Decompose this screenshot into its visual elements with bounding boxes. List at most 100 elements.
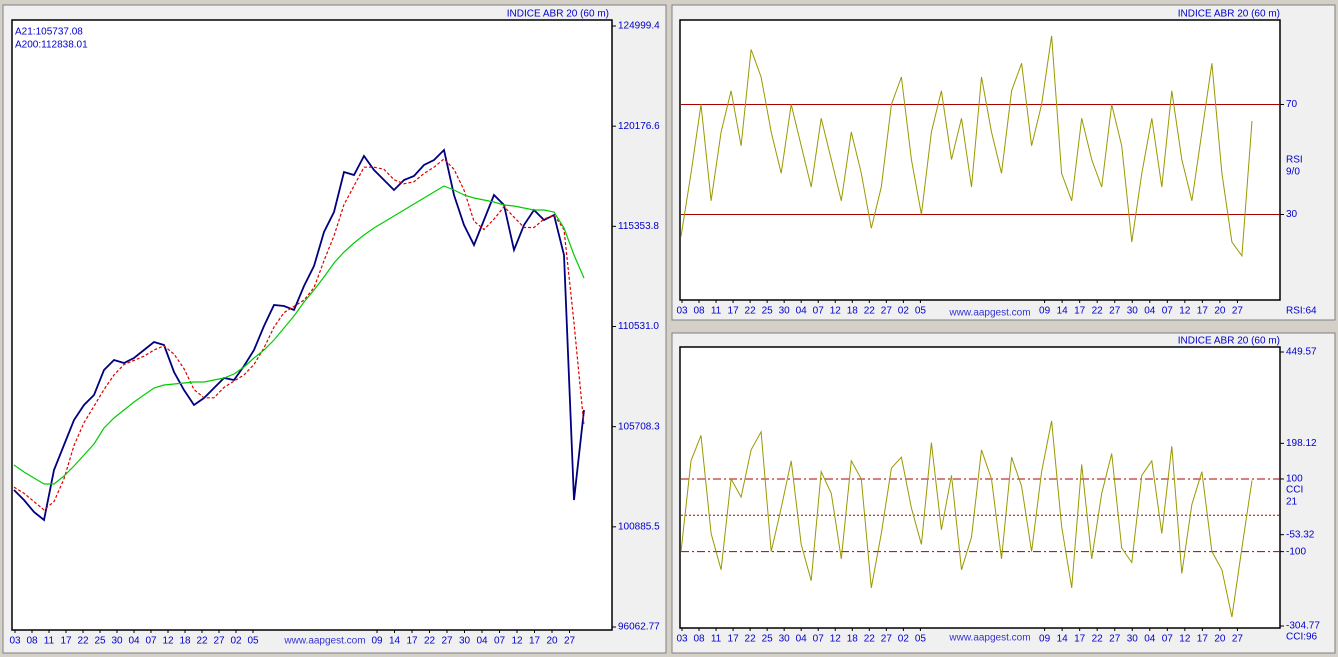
- x-tick-label: 20: [1214, 634, 1226, 645]
- y-tick-label: 30: [1286, 209, 1298, 220]
- x-tick-label: 22: [864, 306, 876, 317]
- x-tick-label: 09: [1039, 306, 1051, 317]
- x-tick-label: 17: [406, 636, 418, 647]
- x-tick-label: 12: [162, 636, 174, 647]
- x-tick-label: 12: [830, 634, 842, 645]
- x-tick-label: 30: [1127, 306, 1139, 317]
- x-tick-label: 22: [77, 636, 89, 647]
- chart-title: INDICE ABR 20 (60 m): [507, 9, 609, 20]
- y-tick-label: 449.57: [1286, 347, 1317, 358]
- x-tick-label: 07: [494, 636, 506, 647]
- x-tick-label: 04: [796, 634, 808, 645]
- x-tick-label: 04: [1144, 306, 1156, 317]
- x-tick-label: 22: [1092, 306, 1104, 317]
- x-tick-label: 27: [881, 634, 893, 645]
- x-tick-label: 17: [1197, 634, 1209, 645]
- x-tick-label: 18: [179, 636, 191, 647]
- x-tick-label: 17: [60, 636, 72, 647]
- x-tick-label: 11: [711, 306, 722, 317]
- y-tick-label: 110531.0: [618, 321, 659, 332]
- data-line: [13, 148, 585, 522]
- x-tick-label: 05: [915, 634, 927, 645]
- chart-title: INDICE ABR 20 (60 m): [1178, 336, 1280, 347]
- x-tick-label: 14: [1057, 306, 1069, 317]
- x-tick-label: 12: [1179, 634, 1191, 645]
- legend-entry: A200:112838.01: [15, 40, 88, 51]
- x-tick-label: 22: [424, 636, 436, 647]
- x-tick-label: 30: [111, 636, 123, 647]
- x-tick-label: 05: [915, 306, 927, 317]
- x-tick-label: 17: [1074, 634, 1086, 645]
- x-tick-label: 22: [864, 634, 876, 645]
- plot-area: [679, 346, 1281, 629]
- x-tick-label: 04: [1144, 634, 1156, 645]
- x-tick-label: 07: [813, 306, 825, 317]
- x-tick-label: 17: [1074, 306, 1086, 317]
- indicator-label: 9/0: [1286, 167, 1300, 178]
- x-tick-label: 30: [779, 306, 791, 317]
- x-tick-label: 07: [145, 636, 157, 647]
- x-tick-label: 12: [830, 306, 842, 317]
- x-tick-label: 18: [847, 306, 859, 317]
- x-tick-label: 27: [881, 306, 893, 317]
- y-tick-label: 124999.4: [618, 21, 660, 32]
- y-tick-label: 120176.6: [618, 121, 660, 132]
- data-line: [680, 420, 1253, 618]
- x-tick-label: 27: [564, 636, 576, 647]
- x-tick-label: 27: [441, 636, 453, 647]
- x-tick-label: 07: [1162, 634, 1174, 645]
- x-tick-label: 08: [693, 634, 705, 645]
- x-tick-label: 27: [213, 636, 225, 647]
- plot-area: [11, 19, 613, 631]
- x-tick-label: 25: [762, 634, 774, 645]
- x-tick-label: 05: [247, 636, 259, 647]
- y-tick-label: 115353.8: [618, 221, 659, 232]
- x-tick-label: 27: [1232, 306, 1244, 317]
- x-tick-label: 30: [779, 634, 791, 645]
- x-tick-label: 22: [745, 306, 757, 317]
- x-tick-label: 17: [728, 634, 740, 645]
- x-tick-label: 22: [745, 634, 757, 645]
- x-tick-label: 03: [9, 636, 21, 647]
- x-tick-label: 12: [1179, 306, 1191, 317]
- x-tick-label: 27: [1109, 306, 1121, 317]
- x-tick-label: 11: [711, 634, 722, 645]
- plot-area: [679, 19, 1281, 301]
- y-tick-label: -53.32: [1286, 529, 1315, 540]
- watermark: www.aapgest.com: [948, 633, 1030, 644]
- data-line: [13, 185, 585, 485]
- x-tick-label: 20: [1214, 306, 1226, 317]
- x-tick-label: 20: [546, 636, 558, 647]
- watermark: www.aapgest.com: [283, 636, 365, 647]
- y-tick-label: 100: [1286, 474, 1303, 485]
- x-tick-label: 02: [898, 634, 910, 645]
- y-tick-label: 105708.3: [618, 421, 660, 432]
- x-tick-label: 25: [762, 306, 774, 317]
- x-tick-label: 07: [813, 634, 825, 645]
- last-value-label: RSI:64: [1286, 306, 1317, 317]
- x-tick-label: 02: [230, 636, 242, 647]
- legend-entry: A21:105737.08: [15, 27, 83, 38]
- chart-title: INDICE ABR 20 (60 m): [1178, 9, 1280, 20]
- x-tick-label: 17: [529, 636, 541, 647]
- watermark: www.aapgest.com: [948, 308, 1030, 319]
- x-tick-label: 27: [1232, 634, 1244, 645]
- x-tick-label: 18: [847, 634, 859, 645]
- x-tick-label: 04: [128, 636, 140, 647]
- x-tick-label: 30: [459, 636, 471, 647]
- x-tick-label: 04: [796, 306, 808, 317]
- x-tick-label: 30: [1127, 634, 1139, 645]
- x-tick-label: 12: [511, 636, 523, 647]
- data-line: [680, 35, 1253, 258]
- y-tick-label: 100885.5: [618, 521, 660, 532]
- x-tick-label: 25: [94, 636, 106, 647]
- x-tick-label: 04: [476, 636, 488, 647]
- last-value-label: CCI:96: [1286, 632, 1318, 643]
- x-tick-label: 22: [196, 636, 208, 647]
- x-tick-label: 27: [1109, 634, 1121, 645]
- indicator-label: 21: [1286, 497, 1298, 508]
- x-tick-label: 03: [676, 634, 688, 645]
- x-tick-label: 22: [1092, 634, 1104, 645]
- indicator-label: RSI: [1286, 155, 1303, 166]
